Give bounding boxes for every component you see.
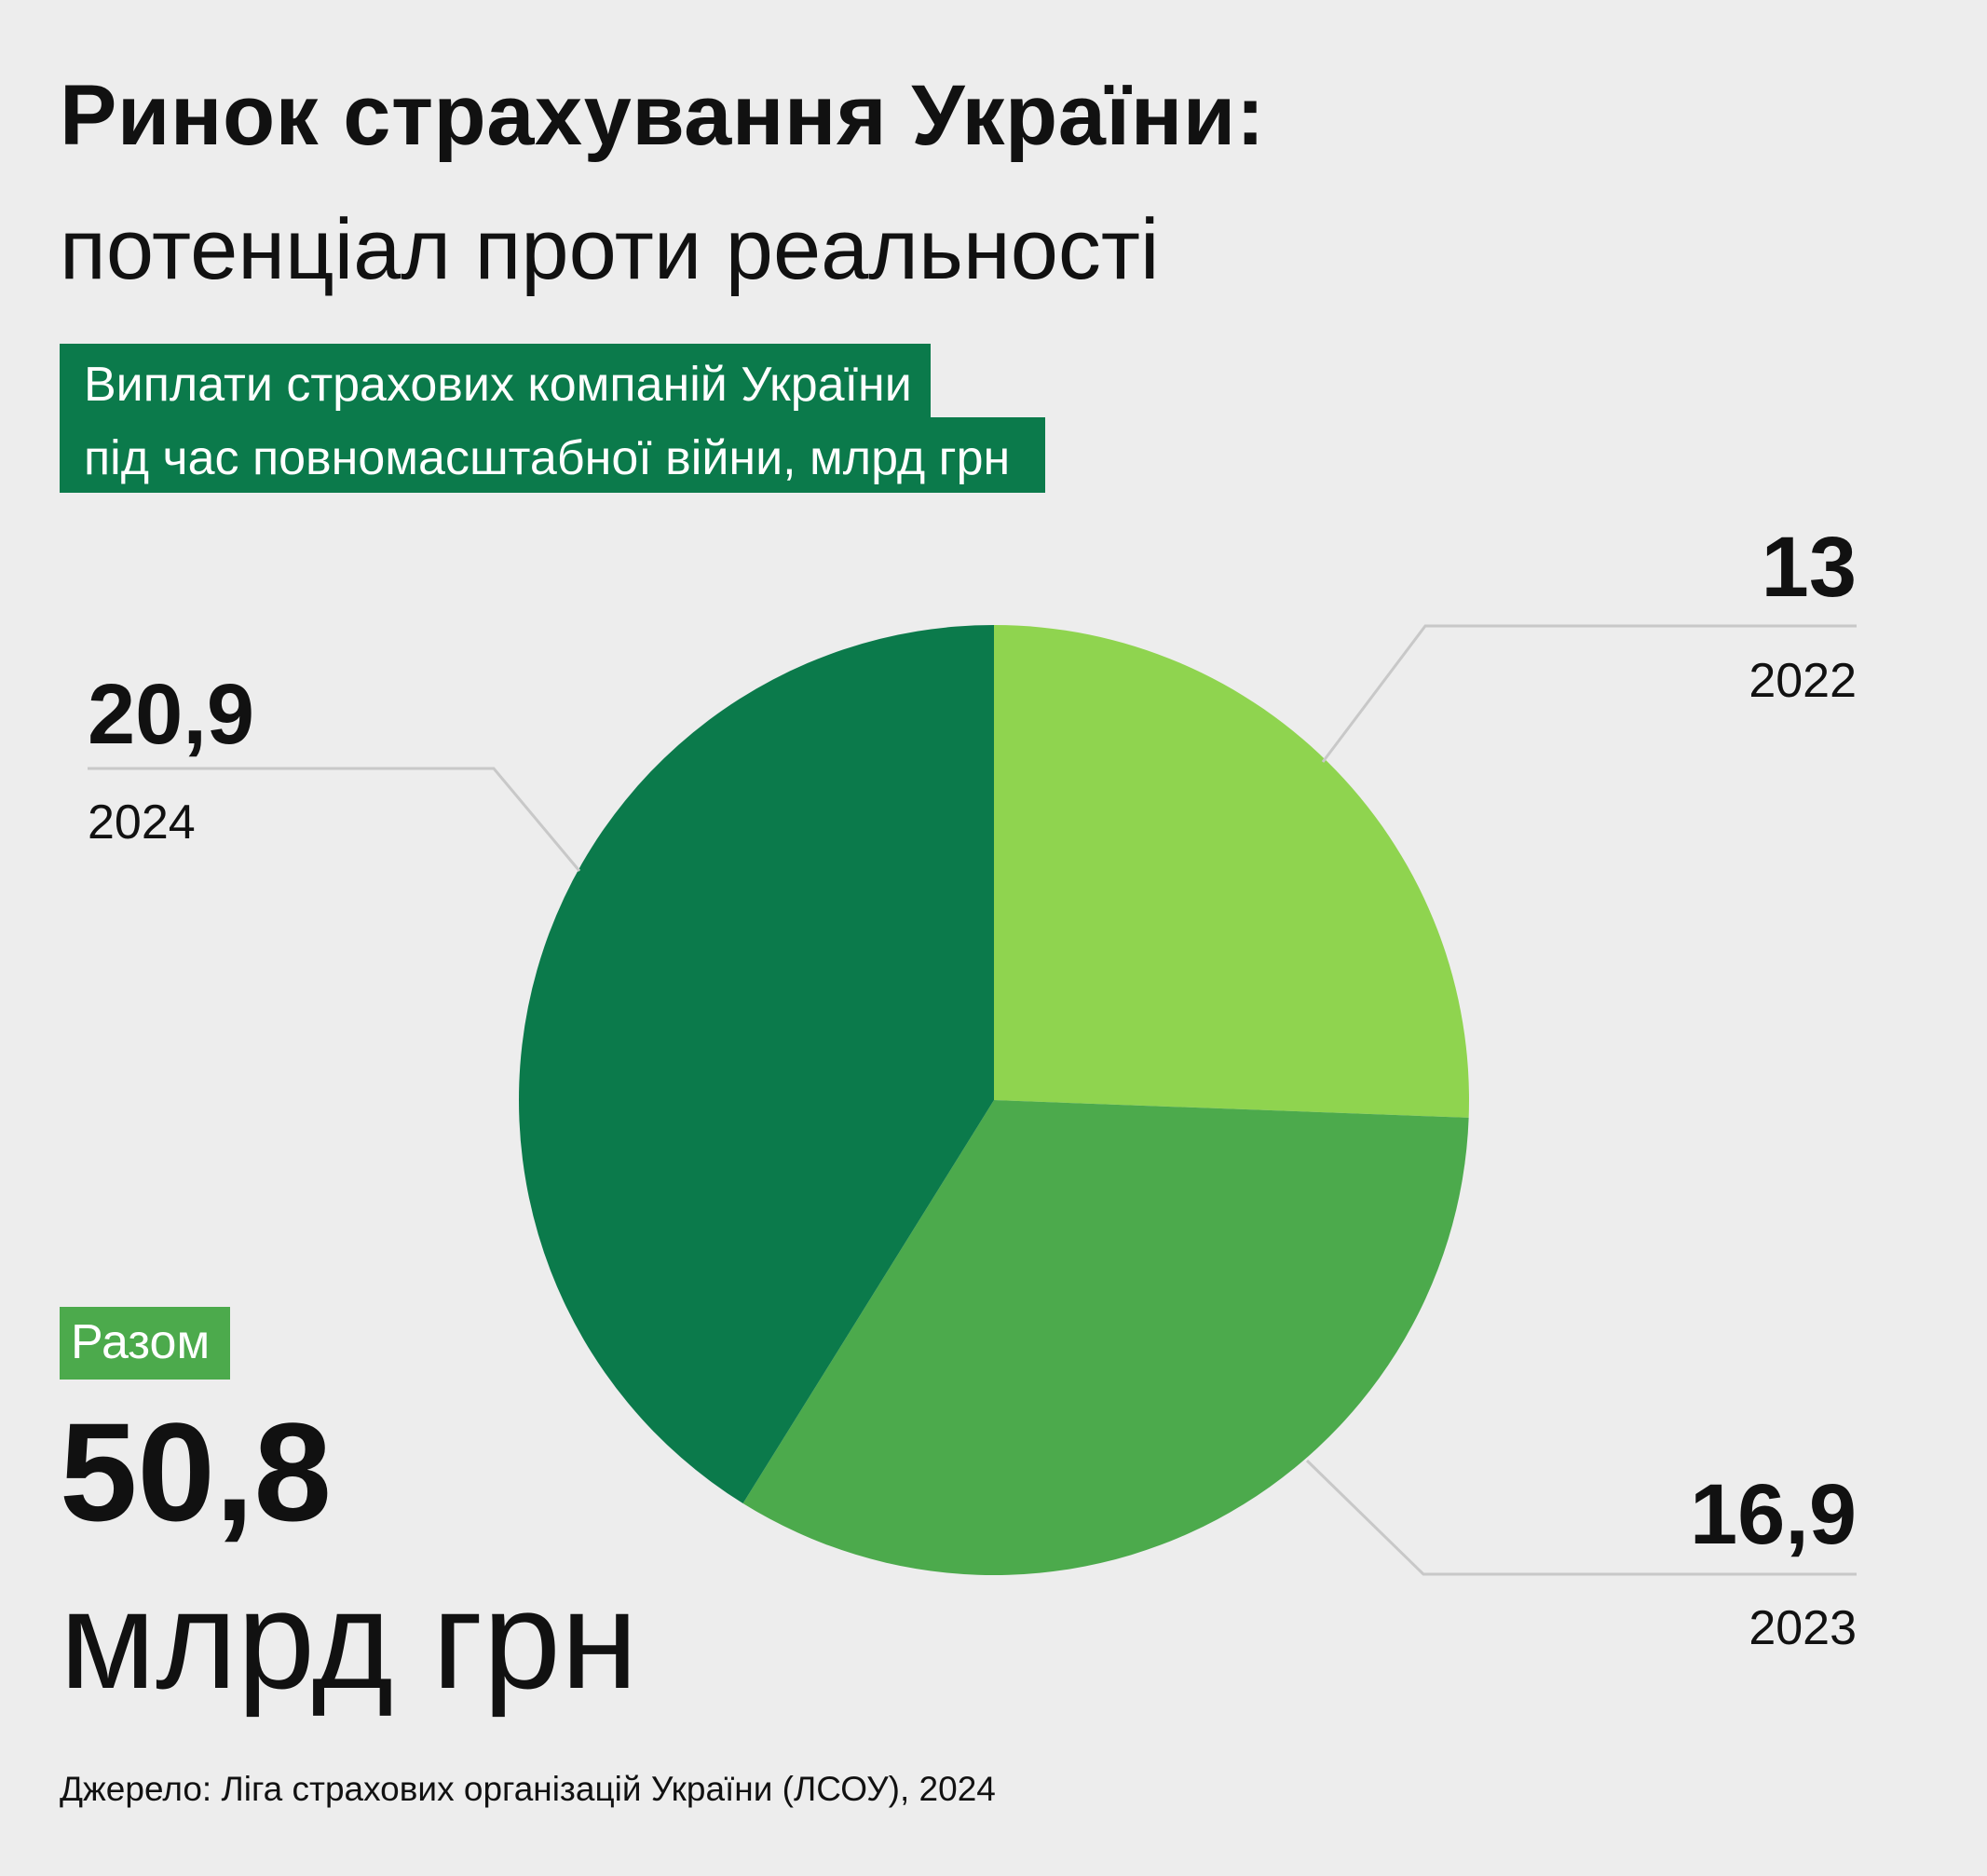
data-label-value-2023: 16,9 bbox=[1690, 1467, 1857, 1562]
chart-caption-line-2: під час повномасштабної війни, млрд грн bbox=[60, 417, 1046, 493]
chart-subtitle: потенціал проти реальності bbox=[60, 202, 1160, 297]
data-label-year-2024: 2024 bbox=[88, 795, 196, 850]
data-label-value-2022: 13 bbox=[1762, 520, 1857, 615]
total-unit: млрд грн bbox=[60, 1561, 638, 1718]
leader-line-2024 bbox=[88, 767, 581, 872]
pie-slice-2022 bbox=[994, 625, 1470, 1118]
chart-caption-line-1: Виплати страхових компаній України bbox=[60, 344, 931, 419]
chart-title: Ринок страхування України: bbox=[60, 68, 1265, 163]
total-value: 50,8 bbox=[60, 1393, 332, 1550]
total-label: Разом bbox=[60, 1307, 231, 1380]
pie-slice-2023 bbox=[742, 1100, 1469, 1575]
leader-line-2022 bbox=[1321, 624, 1857, 763]
pie-slice-2024 bbox=[519, 625, 994, 1504]
leader-line-2023 bbox=[1305, 1459, 1857, 1576]
data-label-year-2022: 2022 bbox=[1749, 654, 1857, 708]
data-label-value-2024: 20,9 bbox=[88, 667, 254, 762]
source-note: Джерело: Ліга страхових організацій Укра… bbox=[60, 1770, 996, 1808]
data-label-year-2023: 2023 bbox=[1749, 1601, 1857, 1655]
